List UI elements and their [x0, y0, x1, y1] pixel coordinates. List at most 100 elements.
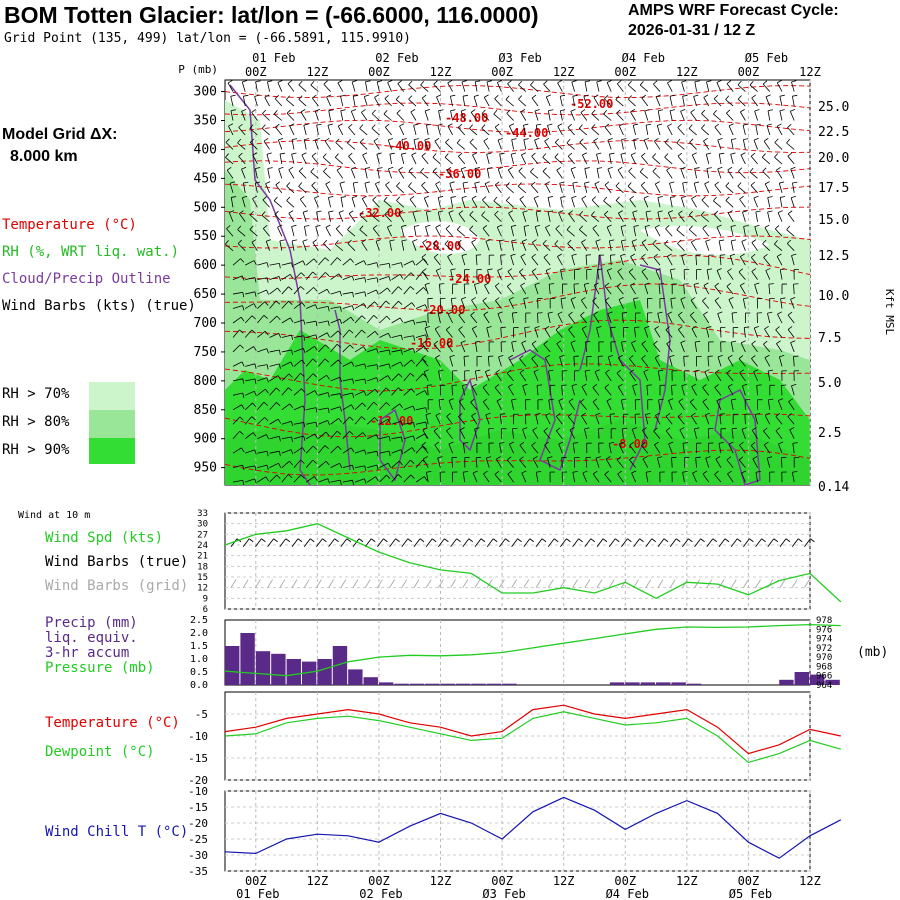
wind-barb — [520, 111, 527, 121]
wind-barb — [354, 303, 364, 309]
pressure-tick-label: 400 — [194, 142, 217, 157]
wind-barb — [449, 183, 453, 193]
wind-barb — [629, 444, 636, 454]
wind-barb-flag — [424, 433, 428, 439]
wind-barb-flag — [762, 80, 768, 85]
wind-barb-flag — [738, 355, 744, 359]
wind-barb — [681, 255, 685, 266]
wind-barb-flag — [287, 80, 293, 84]
wind-barb-flag — [556, 412, 561, 417]
precip-bar — [794, 672, 809, 685]
wind-barb-flag — [622, 427, 628, 430]
wind-barb — [471, 328, 478, 338]
wind-barb — [330, 273, 340, 280]
wind-barb — [415, 258, 424, 266]
wind-barb — [669, 356, 673, 367]
wind-barb — [342, 329, 350, 338]
wind-barb-flag — [397, 474, 403, 478]
wind-barb — [330, 406, 341, 411]
wind-barb — [535, 211, 539, 222]
precip-bar — [425, 683, 440, 685]
wind-barb — [261, 215, 270, 223]
wind-barb — [474, 370, 478, 381]
wind-barb — [618, 443, 624, 454]
wind-barb — [750, 445, 758, 454]
wind-barb — [409, 199, 417, 208]
wind-barb-flag — [312, 271, 317, 276]
wind-barb-flag — [678, 210, 683, 215]
wind-barb — [750, 156, 758, 165]
wind-barb-flag — [609, 152, 615, 155]
wind-barb — [325, 227, 331, 237]
wind-barb — [680, 342, 685, 353]
wind-barb-flag — [749, 167, 754, 173]
wind-barb-flag — [548, 398, 554, 401]
wind-barb-flag — [408, 182, 412, 187]
wind-barb — [499, 414, 502, 425]
wind-barb-flag — [754, 224, 760, 228]
wind-barb-flag — [229, 181, 236, 184]
wind-barb — [753, 197, 758, 208]
wind-barb-flag — [340, 480, 342, 486]
wind-barb — [458, 416, 466, 425]
wind-barb-flag — [482, 224, 488, 229]
wind-barb — [536, 385, 539, 396]
grid-wind-barb — [767, 579, 774, 588]
wind-barb-flag — [301, 152, 307, 156]
wind-barb-flag — [556, 340, 562, 345]
wind-barb — [718, 153, 722, 164]
wind-barb-flag — [461, 297, 467, 300]
wind-barb — [495, 458, 502, 468]
wind-barb-flag — [364, 478, 367, 484]
wind-barb-flag — [767, 311, 773, 314]
wind-barb-flag — [279, 239, 285, 242]
wind-barb-flag — [497, 137, 503, 141]
wind-barb — [719, 255, 722, 266]
wind-barb — [508, 357, 514, 367]
precip-legend-label: liq. equiv. — [45, 630, 138, 646]
wind-barb — [547, 457, 551, 468]
wind-barb — [778, 443, 783, 454]
wind-barb — [547, 125, 551, 136]
wind-barb-flag — [716, 80, 722, 83]
wind-barb — [306, 421, 317, 425]
wind-barb-flag — [554, 138, 560, 143]
wind-barb-flag — [545, 181, 550, 185]
wind-barb-flag — [728, 210, 733, 214]
wind-barb — [241, 81, 246, 92]
wind-barb — [257, 464, 268, 469]
wind-barb-flag — [266, 451, 269, 457]
wind-barb-flag — [762, 167, 767, 172]
wind-barb — [596, 154, 600, 164]
wind-barb — [257, 377, 267, 382]
wind-barb-flag — [457, 123, 463, 128]
wind-barb-flag — [374, 417, 379, 422]
wind-barb-flag — [548, 109, 554, 112]
precip-bar — [686, 683, 702, 685]
wind-barb-flag — [423, 287, 428, 292]
wind-barb — [245, 277, 256, 280]
wind-barb-flag — [425, 421, 428, 428]
wind-barb — [463, 356, 466, 367]
wind-barb-flag — [531, 441, 536, 446]
wind-barb — [632, 212, 636, 222]
wind-barb-flag — [315, 109, 321, 112]
grid-wind-barb — [303, 579, 310, 588]
wind-barb — [606, 82, 612, 92]
wind-barb-flag — [434, 138, 440, 142]
wind-barb-flag — [694, 181, 700, 184]
wind-barb — [665, 228, 673, 237]
wind-barb — [545, 227, 551, 237]
wind-barb — [627, 98, 636, 107]
wind-barb-flag — [682, 470, 688, 473]
grid-wind-barb — [755, 579, 761, 588]
wind-barb — [606, 270, 612, 280]
wind-barb — [518, 170, 527, 179]
wind-barb-flag — [592, 470, 598, 475]
wind-barb — [680, 168, 685, 179]
wind-barb — [422, 430, 429, 439]
wind-barb-flag — [448, 398, 454, 401]
surface-wind-barb — [230, 538, 238, 548]
wind-barb — [695, 457, 697, 468]
pressure-axis-label: P (mb) — [178, 63, 218, 76]
